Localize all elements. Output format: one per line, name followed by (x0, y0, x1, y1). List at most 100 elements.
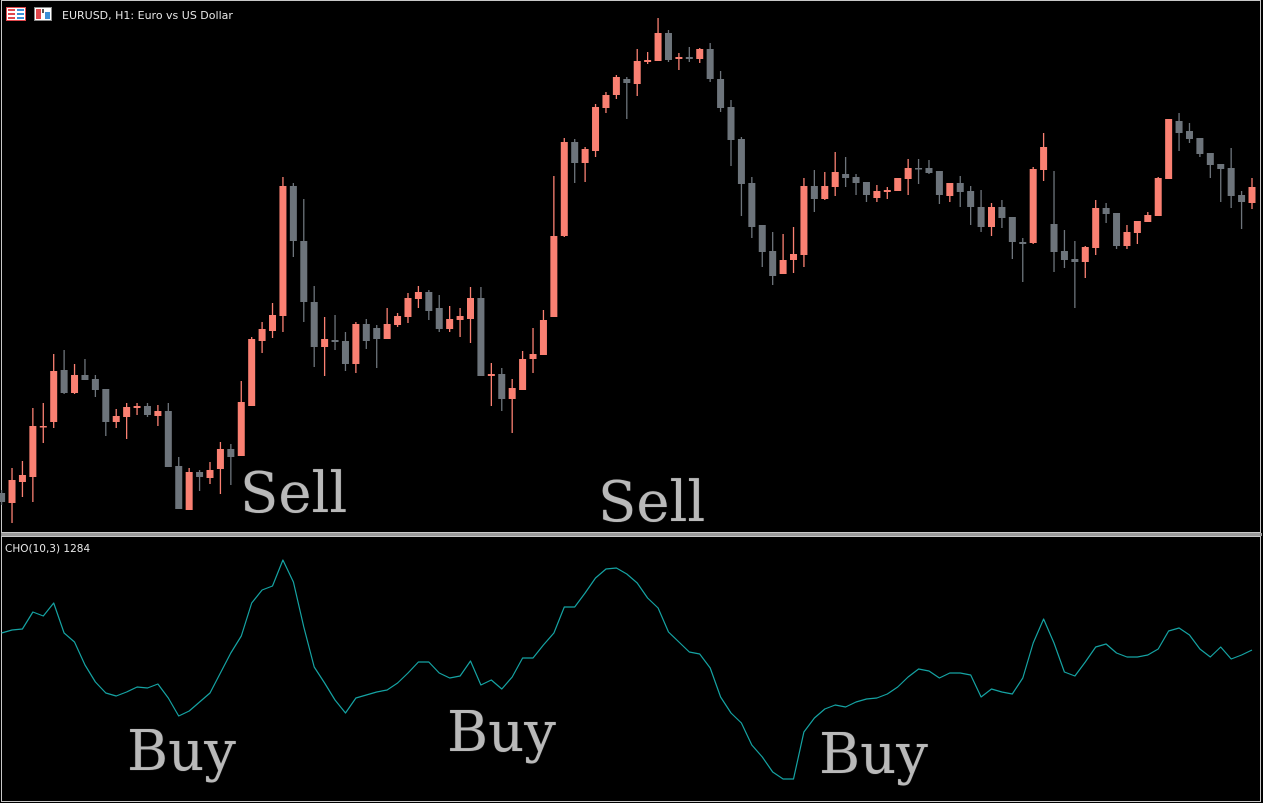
bullish-candle (352, 322, 360, 373)
bearish-candle (623, 77, 631, 119)
candle-body (800, 186, 808, 255)
candle-body (164, 411, 172, 467)
candle-body (8, 480, 16, 503)
candle-body (414, 292, 422, 299)
bullish-candle (154, 405, 162, 426)
candle-body (269, 315, 277, 331)
bullish-candle (592, 104, 600, 157)
candle-body (915, 168, 923, 170)
bearish-candle (91, 375, 99, 397)
bullish-candle (446, 306, 454, 332)
buy-annotation: Buy (447, 700, 556, 765)
candle-body (1008, 217, 1016, 242)
bullish-candle (1133, 221, 1141, 244)
bullish-candle (519, 351, 527, 390)
bullish-candle (39, 403, 47, 443)
bearish-candle (227, 444, 235, 485)
bearish-candle (1206, 153, 1214, 178)
candle-body (362, 324, 370, 341)
bullish-candle (539, 310, 547, 355)
candle-body (581, 149, 589, 163)
candle-body (112, 416, 120, 422)
bullish-candle (831, 152, 839, 196)
candle-body (404, 298, 412, 317)
bullish-candle (487, 363, 495, 406)
bullish-candle (1165, 119, 1173, 179)
candle-body (352, 324, 360, 364)
bearish-candle (571, 139, 579, 183)
bearish-candle (810, 170, 818, 212)
candle-body (1144, 215, 1152, 222)
candle-body (873, 191, 881, 198)
candle-body (998, 207, 1006, 218)
bearish-candle (196, 470, 204, 491)
bearish-candle (498, 368, 506, 411)
bullish-candle (894, 178, 902, 191)
candle-body (143, 406, 151, 415)
bullish-candle (467, 287, 474, 343)
candle-body (862, 182, 870, 195)
candle-body (602, 95, 610, 108)
panel-splitter[interactable] (1, 533, 1262, 536)
bearish-candle (1238, 191, 1246, 229)
candle-body (1092, 208, 1100, 248)
chart-header: EURUSD, H1: Euro vs US Dollar (6, 6, 233, 25)
candle-body (623, 79, 631, 83)
bearish-candle (300, 199, 308, 322)
bearish-candle (1175, 113, 1183, 151)
bullish-candle (258, 322, 266, 353)
bearish-candle (685, 47, 693, 62)
candle-body (383, 324, 391, 339)
candle-body (456, 316, 464, 320)
candle-body (758, 225, 766, 252)
bearish-candle (175, 457, 183, 509)
bearish-candle (1217, 164, 1225, 202)
bullish-candle (1029, 167, 1037, 244)
candle-body (1019, 242, 1027, 244)
bullish-candle (50, 354, 58, 428)
bullish-candle (216, 442, 224, 494)
chart-type-icon[interactable] (34, 6, 52, 25)
bullish-candle (269, 303, 277, 338)
candle-body (425, 292, 433, 311)
bullish-candle (1092, 200, 1100, 255)
candle-body (904, 168, 912, 179)
candle-body (842, 174, 850, 178)
bullish-candle (1123, 225, 1131, 249)
candle-body (435, 308, 443, 329)
bearish-candle (362, 319, 370, 349)
price-panel-border (1, 0, 1261, 533)
bullish-candle (206, 462, 214, 484)
bullish-candle (633, 49, 641, 96)
candle-body (81, 375, 89, 380)
candle-body (1081, 247, 1089, 262)
bearish-candle (143, 403, 151, 417)
candle-body (18, 475, 26, 482)
bearish-candle (102, 389, 110, 436)
bullish-candle (1081, 246, 1089, 278)
candle-body (1113, 213, 1121, 246)
candle-body (810, 186, 818, 199)
candle-body (1217, 164, 1225, 169)
bearish-candle (1196, 138, 1204, 157)
candle-body (185, 472, 193, 510)
bearish-candle (60, 350, 68, 394)
candle-body (748, 183, 756, 227)
buy-annotation: Buy (819, 722, 928, 787)
bullish-candle (1154, 177, 1162, 216)
candle-body (279, 186, 287, 316)
candle-body (310, 302, 318, 347)
candle-body (539, 320, 547, 355)
candle-body (91, 379, 99, 390)
candle-body (1248, 187, 1256, 203)
chart-window-grid-icon[interactable] (6, 6, 26, 25)
candle-body (1050, 224, 1058, 252)
candle-body (1165, 119, 1173, 179)
candle-body (508, 388, 516, 399)
bearish-candle (915, 159, 923, 184)
candle-body (675, 57, 683, 59)
candle-body (300, 241, 308, 302)
candle-body (341, 341, 349, 364)
bullish-candle (696, 48, 704, 63)
bullish-candle (112, 409, 120, 428)
